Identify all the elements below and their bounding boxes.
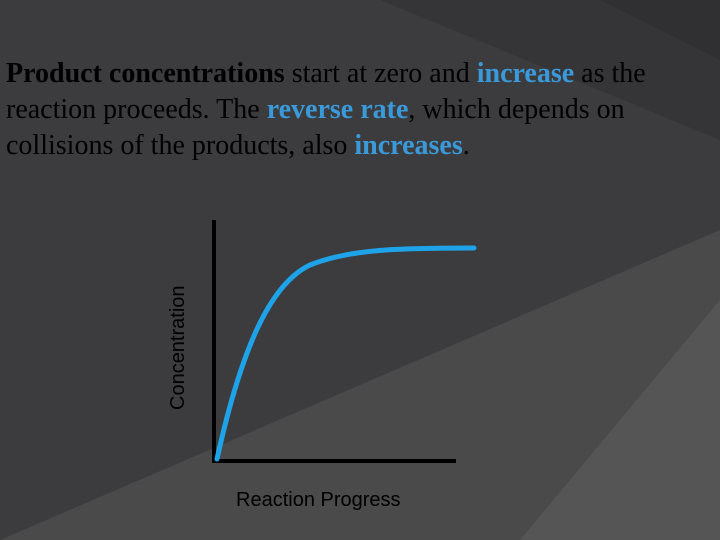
caption-text-1: start at zero and: [284, 58, 477, 89]
y-axis-label: Concentration: [167, 285, 189, 410]
caption-period: .: [462, 130, 470, 161]
caption-reverse-rate: reverse rate: [266, 94, 409, 125]
concentration-chart: Concentration Reaction Progress: [167, 220, 477, 511]
x-axis-label: Reaction Progress: [236, 489, 401, 511]
product-concentration-curve: [214, 245, 477, 462]
caption-increases: increases: [354, 130, 463, 161]
caption-text-2: as the reaction proceeds. The: [6, 58, 646, 125]
caption-increase: increase: [476, 58, 575, 89]
caption-product-concentrations: Product concentrations: [6, 58, 285, 89]
caption-text-3: , which depends on collisions of the pro…: [6, 94, 625, 161]
slide-caption: Product concentrations start at zero and…: [6, 56, 718, 164]
